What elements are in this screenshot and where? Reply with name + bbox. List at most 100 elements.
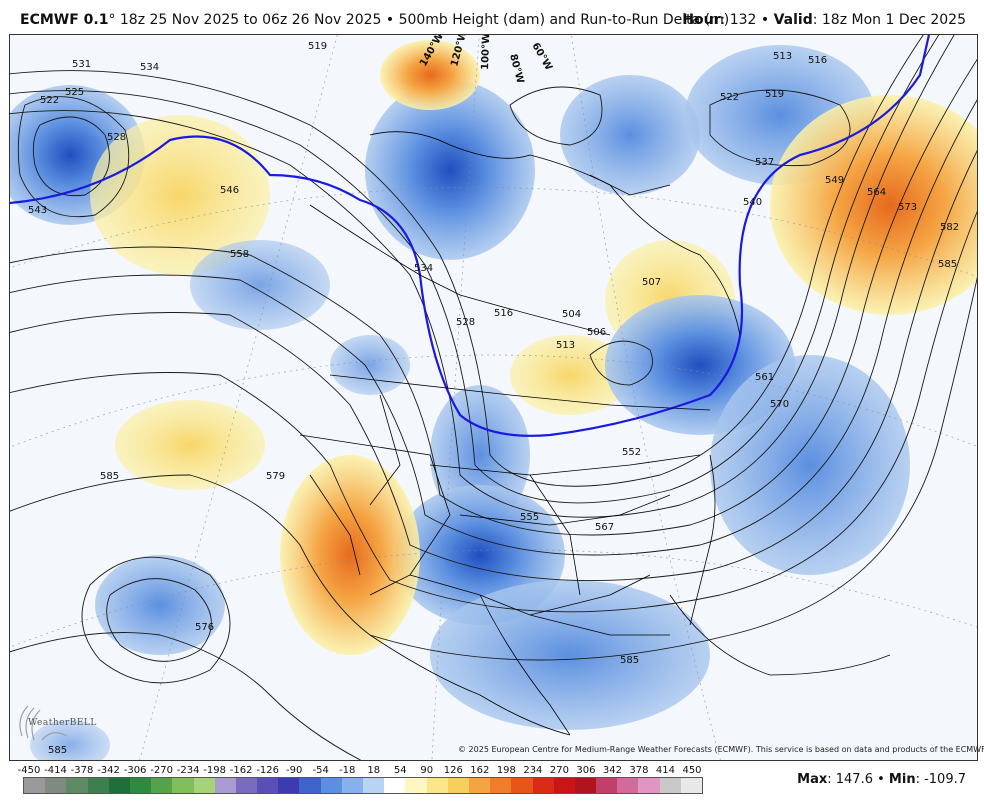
colorbar-tick-label: -162 [229, 765, 253, 776]
contour-label: 528 [456, 317, 475, 328]
colorbar-tick-label: 90 [420, 765, 434, 776]
colorbar-cell [363, 778, 385, 793]
colorbar-cell [129, 778, 152, 793]
colorbar-cell [638, 778, 660, 793]
colorbar-tick-label: 270 [549, 765, 569, 776]
contour-label: 516 [494, 308, 513, 319]
colorbar-cell [532, 778, 554, 793]
contour-label: 506 [587, 327, 606, 338]
contour-label: 576 [195, 622, 214, 633]
contour-label: 585 [100, 471, 119, 482]
valid-time: Hour: 132 • Valid: 18z Mon 1 Dec 2025 [682, 12, 966, 28]
colorbar-tick-label: 234 [523, 765, 543, 776]
contour-label: 522 [720, 92, 739, 103]
colorbar-cell [320, 778, 342, 793]
colorbar-tick-label: 306 [576, 765, 596, 776]
political-borders [299, 131, 891, 736]
contour-label: 516 [808, 55, 827, 66]
meridian-label: 60°W [529, 41, 554, 72]
contour-label: 540 [743, 197, 762, 208]
colorbar-tick-label: -198 [203, 765, 226, 776]
colorbar-cell [680, 778, 702, 793]
contour-label: 585 [938, 259, 957, 270]
colorbar-tick-label: 162 [470, 765, 490, 776]
colorbar-tick-label: 414 [655, 765, 676, 776]
contour-label: 504 [562, 309, 581, 320]
colorbar-cell [278, 778, 300, 793]
colorbar-cell [66, 778, 88, 793]
colorbar-tick-label: -126 [256, 765, 280, 776]
colorbar-tick-label: -342 [97, 765, 120, 776]
contour-label: 519 [308, 41, 327, 52]
contour-label: 543 [28, 205, 47, 216]
colorbar-tick-label: 126 [443, 765, 463, 776]
model-name: ECMWF 0.1 [20, 12, 109, 28]
colorbar-tick-label: 342 [602, 765, 622, 776]
colorbar-cell [193, 778, 215, 793]
contour-label: 537 [755, 157, 774, 168]
weatherbell-logo-icon [19, 705, 68, 741]
colorbar-cell [574, 778, 597, 793]
colorbar-tick-label: 450 [682, 765, 702, 776]
colorbar-cell [235, 778, 258, 793]
colorbar-cell [214, 778, 236, 793]
colorbar-cell [257, 778, 279, 793]
colorbar-cell [426, 778, 448, 793]
colorbar-cell [553, 778, 575, 793]
colorbar-tick-label: -306 [123, 765, 147, 776]
map-canvas: 531 534 519 522 525 528 543 546 558 585 … [10, 35, 977, 760]
max-value: : 147.6 • [827, 772, 889, 787]
contour-label: 534 [140, 62, 159, 73]
colorbar-tick-label: -378 [70, 765, 94, 776]
colorbar-cell [341, 778, 363, 793]
degree-sign: ° [108, 12, 116, 28]
contour-label: 519 [765, 89, 784, 100]
meridian-label: 100°W [480, 35, 492, 70]
colorbar-tick-label: -450 [17, 765, 41, 776]
valid-value: : 18z Mon 1 Dec 2025 [812, 12, 966, 28]
weather-map[interactable]: 531 534 519 522 525 528 543 546 558 585 … [9, 34, 978, 761]
map-title: ECMWF 0.1° 18z 25 Nov 2025 to 06z 26 Nov… [20, 12, 729, 28]
colorbar-tick-label: 198 [496, 765, 516, 776]
colorbar-tick-label: -18 [339, 765, 356, 776]
contour-label: 573 [898, 202, 917, 213]
colorbar-cell [490, 778, 512, 793]
contour-labels: 531 534 519 522 525 528 543 546 558 585 … [28, 41, 959, 756]
colorbar-cell [108, 778, 130, 793]
run-range: 18z 25 Nov 2025 to 06z 26 Nov 2025 • 500… [115, 12, 730, 28]
colorbar-cell [405, 778, 427, 793]
hour-label: Hour [682, 12, 721, 28]
colorbar-cell [659, 778, 681, 793]
colorbar-cell [617, 778, 639, 793]
contour-label: 564 [867, 187, 886, 198]
colorbar-tick-label: -90 [286, 765, 303, 776]
colorbar-cell [299, 778, 321, 793]
contour-label: 555 [520, 512, 539, 523]
hour-value: : 132 • [720, 12, 774, 28]
colorbar-cell [468, 778, 491, 793]
colorbar-cell [447, 778, 469, 793]
min-value: : -109.7 [915, 772, 966, 787]
contour-label: 585 [620, 655, 639, 666]
contour-label: 522 [40, 95, 59, 106]
contour-label: 585 [48, 745, 67, 756]
contour-label: 582 [940, 222, 959, 233]
contour-label: 513 [773, 51, 792, 62]
contour-label: 528 [107, 132, 126, 143]
contour-label: 558 [230, 249, 249, 260]
contour-label: 534 [414, 263, 433, 274]
contour-label: 561 [755, 372, 774, 383]
logo-text: WeatherBELL [28, 718, 97, 728]
contour-label: 567 [595, 522, 614, 533]
contour-label: 525 [65, 87, 84, 98]
contour-label: 513 [556, 340, 575, 351]
colorbar-cell [384, 778, 406, 793]
max-label: Max [797, 772, 828, 787]
graticule [10, 35, 977, 760]
colorbar-cell [87, 778, 109, 793]
colorbar-tick-label: -270 [150, 765, 173, 776]
colorbar-tick-label: -54 [312, 765, 329, 776]
dam-540-line [10, 35, 931, 437]
colorbar-tick-label: 378 [629, 765, 649, 776]
meridian-label: 80°W [507, 53, 525, 85]
